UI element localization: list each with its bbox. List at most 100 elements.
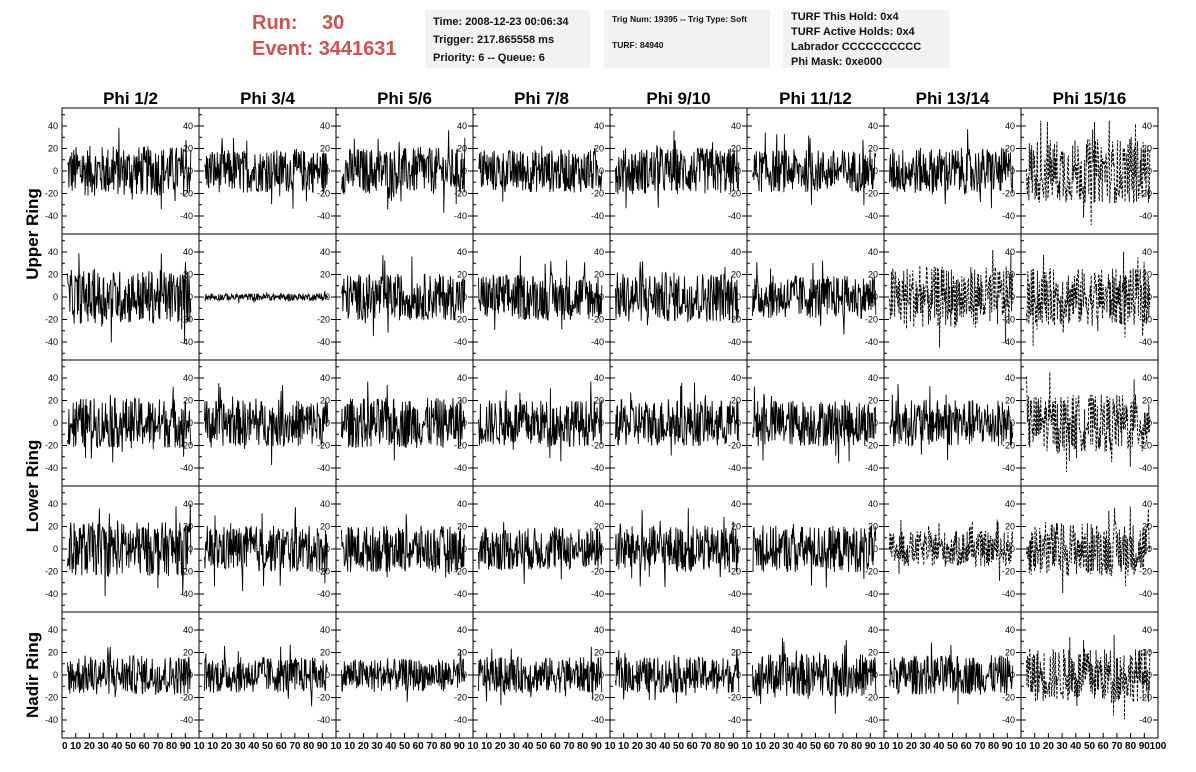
y-tick-label: -20 — [180, 567, 193, 577]
x-tick-label: 70 — [1111, 741, 1123, 752]
y-tick-label: 20 — [457, 648, 467, 658]
x-tick-label: 30 — [1057, 741, 1069, 752]
y-tick-label: 40 — [594, 373, 604, 383]
y-tick-label: -40 — [865, 715, 878, 725]
x-tick-label: 30 — [646, 741, 658, 752]
y-tick-label: 0 — [1010, 544, 1015, 554]
y-tick-label: -40 — [1139, 463, 1152, 473]
y-tick-label: 20 — [868, 270, 878, 280]
y-tick-label: -20 — [454, 567, 467, 577]
y-tick-label: 20 — [1005, 144, 1015, 154]
y-tick-label: 40 — [1005, 121, 1015, 131]
y-tick-label: 40 — [48, 373, 58, 383]
y-tick-label: -40 — [728, 715, 741, 725]
waveform-trace — [67, 253, 192, 344]
y-tick-label: 20 — [320, 270, 330, 280]
y-tick-label: 20 — [1142, 648, 1152, 658]
event-value: 3441631 — [318, 38, 397, 60]
y-tick-label: 20 — [594, 522, 604, 532]
y-tick-label: -20 — [180, 189, 193, 199]
waveform-trace — [478, 522, 603, 584]
y-tick-label: -20 — [45, 693, 58, 703]
y-tick-label: 40 — [868, 247, 878, 257]
y-tick-label: -40 — [45, 589, 58, 599]
y-tick-label: 20 — [594, 396, 604, 406]
time-info-box: Time: 2008-12-23 00:06:34 Trigger: 217.8… — [425, 10, 590, 68]
y-tick-label: -20 — [454, 315, 467, 325]
row-title: Upper Ring — [23, 188, 42, 280]
waveform-trace — [478, 381, 603, 462]
x-tick-label: 10 — [481, 741, 493, 752]
y-tick-label: 0 — [188, 418, 193, 428]
y-tick-label: 20 — [457, 396, 467, 406]
y-tick-label: 40 — [1142, 373, 1152, 383]
waveform-trace — [204, 383, 329, 466]
x-tick-label: 50 — [399, 741, 411, 752]
column-title: Phi 5/6 — [377, 89, 432, 108]
y-tick-label: 20 — [1005, 396, 1015, 406]
turf-hold-text: TURF This Hold: 0x4 — [791, 11, 899, 23]
y-tick-label: 0 — [53, 418, 58, 428]
y-tick-label: 20 — [1142, 396, 1152, 406]
y-tick-label: 40 — [320, 121, 330, 131]
column-title: Phi 15/16 — [1053, 89, 1127, 108]
y-tick-label: -40 — [317, 715, 330, 725]
x-tick-label: 60 — [276, 741, 288, 752]
x-tick-label: 50 — [947, 741, 959, 752]
waveform-trace — [341, 381, 466, 461]
y-tick-label: 40 — [731, 247, 741, 257]
y-tick-label: 0 — [873, 166, 878, 176]
x-tick-label: 70 — [289, 741, 301, 752]
y-tick-label: -40 — [1002, 715, 1015, 725]
waveform-trace — [1026, 120, 1151, 226]
y-tick-label: 40 — [731, 121, 741, 131]
x-tick-label: 40 — [933, 741, 945, 752]
y-tick-label: 0 — [1010, 418, 1015, 428]
x-tick-label: 60 — [1098, 741, 1110, 752]
y-tick-label: 40 — [1005, 247, 1015, 257]
y-tick-label: -40 — [591, 589, 604, 599]
turf-info-box: TURF This Hold: 0x4 TURF Active Holds: 0… — [783, 10, 949, 68]
y-tick-label: 20 — [457, 144, 467, 154]
y-tick-label: -40 — [728, 337, 741, 347]
column-title: Phi 13/14 — [916, 89, 990, 108]
trig-info-box: Trig Num: 19395 -- Trig Type: Soft TURF:… — [604, 10, 770, 68]
y-tick-label: 0 — [736, 292, 741, 302]
x-tick-label: 40 — [385, 741, 397, 752]
y-tick-label: -20 — [591, 189, 604, 199]
x-tick-label: 80 — [577, 741, 589, 752]
y-tick-label: -40 — [45, 337, 58, 347]
waveform-trace — [615, 261, 740, 326]
x-tick-label: 20 — [906, 741, 918, 752]
y-tick-label: -40 — [865, 463, 878, 473]
x-tick-label: 70 — [974, 741, 986, 752]
y-tick-label: -40 — [180, 589, 193, 599]
x-tick-label: 40 — [659, 741, 671, 752]
y-tick-label: 20 — [1005, 522, 1015, 532]
y-tick-label: 40 — [457, 625, 467, 635]
y-tick-label: 20 — [48, 270, 58, 280]
y-tick-label: -40 — [1002, 337, 1015, 347]
y-tick-label: -40 — [180, 337, 193, 347]
x-tick-label: 80 — [440, 741, 452, 752]
waveform-trace — [478, 646, 603, 706]
y-tick-label: 20 — [48, 144, 58, 154]
x-tick-label: 30 — [235, 741, 247, 752]
column-title: Phi 1/2 — [103, 89, 158, 108]
waveform-trace — [204, 507, 329, 592]
y-tick-label: 0 — [53, 544, 58, 554]
y-tick-label: -40 — [1139, 211, 1152, 221]
y-tick-label: -20 — [454, 693, 467, 703]
x-tick-label: 20 — [495, 741, 507, 752]
time-text: Time: 2008-12-23 00:06:34 — [433, 16, 569, 28]
y-tick-label: 0 — [325, 670, 330, 680]
waveform-trace — [752, 524, 877, 588]
y-tick-label: 20 — [1142, 270, 1152, 280]
x-tick-label: 40 — [522, 741, 534, 752]
